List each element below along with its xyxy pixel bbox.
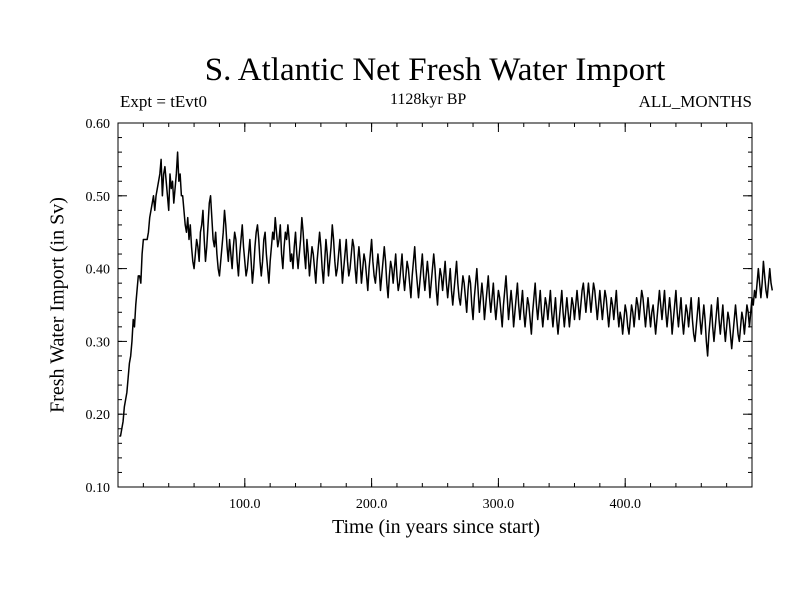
- experiment-label: Expt = tEvt0: [120, 92, 208, 111]
- tick-group: [118, 122, 752, 488]
- months-label: ALL_MONTHS: [638, 92, 752, 111]
- tick-label-group: 0.10 0.20 0.30 0.40 0.50 0.60 100.0 200.0 300.0 4…: [86, 117, 641, 512]
- chart-title: S. Atlantic Net Fresh Water Import: [204, 52, 666, 88]
- y-tick-label: 0.20: [86, 408, 111, 423]
- y-tick-label: 0.60: [86, 117, 111, 132]
- x-axis-label: Time (in years since start): [331, 516, 541, 538]
- era-label: 1128kyr BP: [390, 91, 467, 108]
- plot-frame: [117, 122, 753, 488]
- x-tick-label: 100.0: [229, 497, 261, 512]
- y-tick-label: 0.50: [86, 190, 111, 205]
- y-tick-label: 0.30: [86, 335, 111, 350]
- y-tick-label: 0.40: [86, 263, 111, 278]
- y-tick-label: 0.10: [86, 481, 111, 496]
- series-line: [119, 151, 774, 437]
- x-tick-label: 200.0: [356, 497, 388, 512]
- x-tick-label: 300.0: [483, 497, 515, 512]
- x-tick-label: 400.0: [609, 497, 641, 512]
